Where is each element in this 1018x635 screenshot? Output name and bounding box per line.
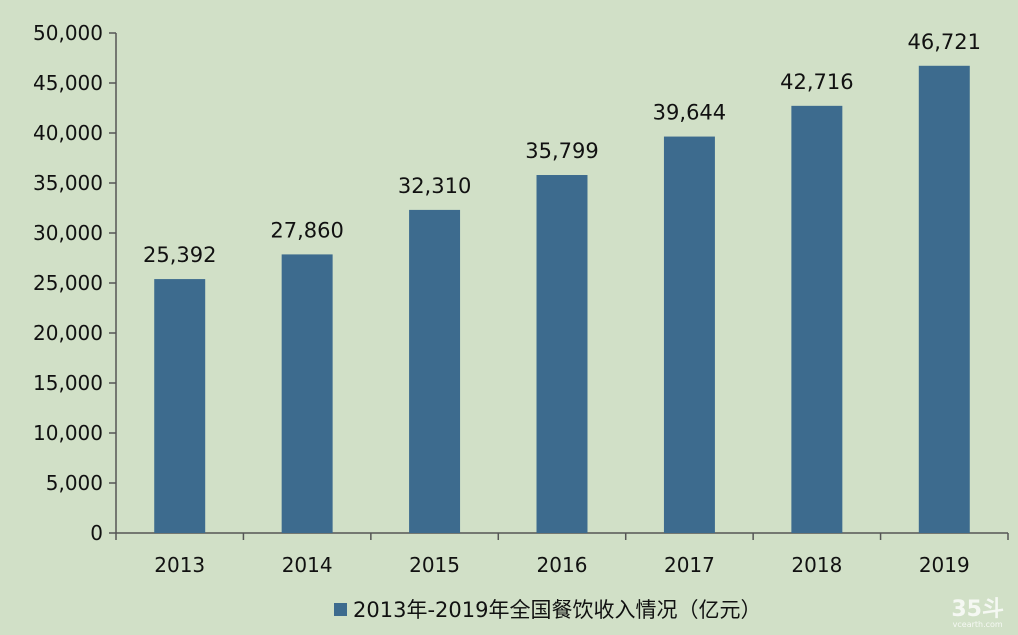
- bar: [409, 209, 461, 533]
- watermark-sub: vcearth.com: [952, 620, 1003, 629]
- bar: [791, 105, 843, 533]
- x-tick-label: 2015: [409, 553, 460, 577]
- y-tick-label: 35,000: [33, 171, 103, 195]
- bar: [281, 254, 333, 533]
- legend-label: 2013年-2019年全国餐饮收入情况（亿元）: [353, 598, 762, 622]
- data-label: 39,644: [653, 101, 726, 125]
- y-tick-label: 0: [90, 521, 103, 545]
- y-tick-label: 15,000: [33, 371, 103, 395]
- x-tick-label: 2014: [282, 553, 333, 577]
- bar: [663, 136, 715, 533]
- x-axis: 2013 2014 2015 2016 2017 2018 2019: [115, 532, 1009, 577]
- data-label: 32,310: [398, 174, 471, 198]
- data-label: 27,860: [270, 218, 343, 242]
- legend-swatch: [334, 602, 347, 616]
- data-label: 25,392: [143, 243, 216, 267]
- bar: [918, 65, 970, 533]
- data-label: 35,799: [525, 139, 598, 163]
- y-tick-label: 20,000: [33, 321, 103, 345]
- x-tick-label: 2016: [537, 553, 588, 577]
- bar-chart: 0 5,000 10,000 15,000 20,000 25,000 30,000 35,0…: [33, 21, 1009, 577]
- watermark-main: 35斗: [951, 597, 1004, 622]
- y-tick-label: 25,000: [33, 271, 103, 295]
- y-axis: 0 5,000 10,000 15,000 20,000 25,000 30,000 35,0…: [33, 21, 117, 545]
- x-tick-label: 2017: [664, 553, 715, 577]
- y-tick-label: 10,000: [33, 421, 103, 445]
- x-tick-label: 2018: [791, 553, 842, 577]
- y-tick-label: 30,000: [33, 221, 103, 245]
- legend: 2013年-2019年全国餐饮收入情况（亿元）: [334, 594, 761, 624]
- y-tick-label: 5,000: [46, 471, 103, 495]
- y-tick-label: 45,000: [33, 71, 103, 95]
- data-label: 42,716: [780, 70, 853, 94]
- data-labels: 25,392 27,860 32,310 35,799 39,644 42,716 46,7…: [143, 30, 981, 267]
- y-tick-label: 40,000: [33, 121, 103, 145]
- bars: [154, 65, 970, 533]
- x-tick-label: 2013: [154, 553, 205, 577]
- y-tick-label: 50,000: [33, 21, 103, 45]
- x-tick-label: 2019: [919, 553, 970, 577]
- data-label: 46,721: [908, 30, 981, 54]
- watermark-logo: 35斗 vcearth.com: [951, 599, 1004, 629]
- bar: [536, 175, 588, 533]
- bar: [154, 279, 206, 533]
